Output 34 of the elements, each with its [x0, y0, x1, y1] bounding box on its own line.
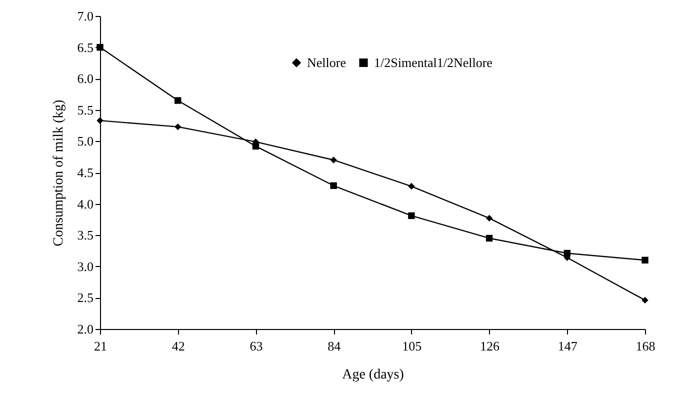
point	[330, 182, 337, 189]
point	[96, 117, 104, 124]
y-tick-label: 6.0	[77, 71, 94, 86]
y-tick-label: 6.5	[77, 40, 94, 55]
x-tick-label: 21	[94, 338, 107, 354]
y-tick-label: 5.5	[77, 102, 94, 118]
x-tick-label: 168	[636, 338, 656, 354]
y-tick-label: 7.0	[77, 8, 94, 24]
y-tick-label: 3.5	[77, 228, 94, 243]
x-tick-label: 42	[172, 338, 185, 354]
x-tick-label: 63	[250, 338, 263, 354]
y-tick-label: 5.0	[77, 134, 94, 149]
x-tick-label: 126	[480, 338, 500, 354]
point	[486, 234, 493, 242]
legend-label: Nellore	[307, 54, 346, 70]
y-tick-label: 2.5	[77, 290, 94, 306]
point	[408, 182, 415, 190]
y-tick-label: 4.0	[77, 196, 94, 212]
y-tick-label: 3.0	[77, 258, 94, 274]
x-axis-title: Age (days)	[342, 368, 404, 382]
point	[330, 156, 337, 164]
point	[642, 256, 648, 264]
x-tick-label: 84	[328, 338, 342, 354]
point	[174, 97, 182, 104]
y-axis-title: Consumption of milk (kg)	[51, 99, 66, 246]
legend-label: 1/2Simental1/2Nellore	[374, 54, 493, 70]
point	[642, 296, 648, 304]
x-tick-label: 147	[558, 338, 578, 354]
x-tick-label: 105	[402, 338, 422, 354]
y-tick-label: 4.5	[77, 165, 94, 180]
point	[174, 123, 182, 130]
point	[408, 212, 415, 220]
point	[486, 214, 493, 222]
y-tick-label: 2.0	[77, 322, 94, 336]
